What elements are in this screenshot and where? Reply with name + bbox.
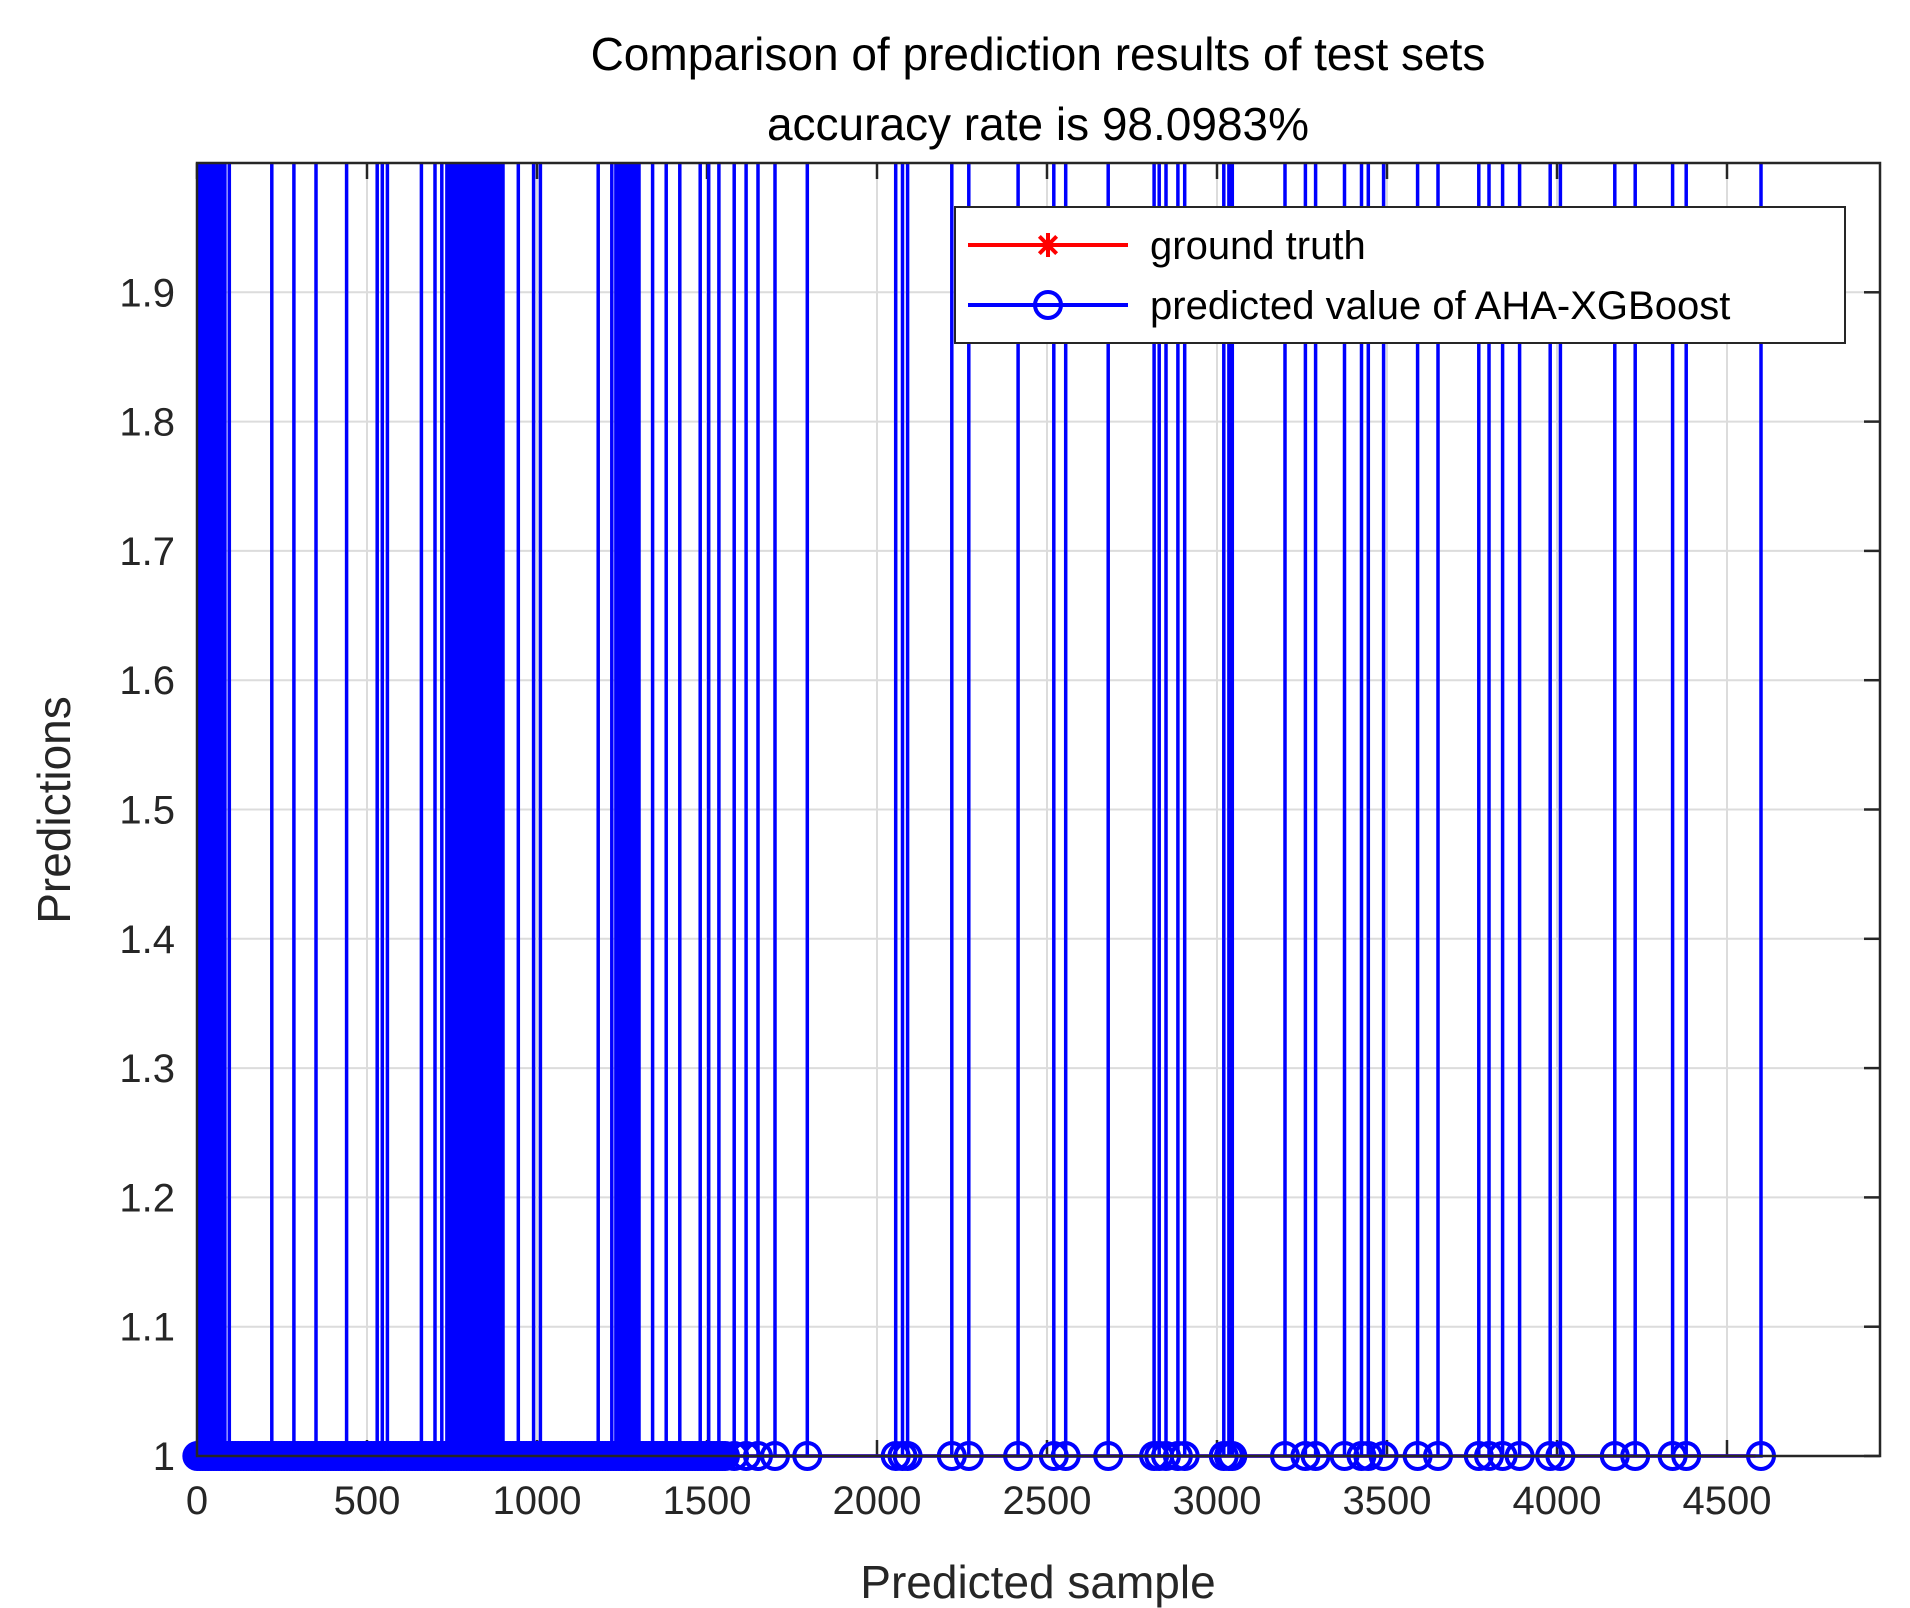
legend-label-ground-truth: ground truth — [1150, 224, 1366, 268]
y-tick-label: 1.4 — [119, 918, 175, 962]
x-tick-label: 500 — [334, 1479, 401, 1523]
chart-subtitle: accuracy rate is 98.0983% — [767, 98, 1309, 150]
x-tick-label: 2500 — [1003, 1479, 1092, 1523]
x-tick-label: 4000 — [1513, 1479, 1602, 1523]
y-tick-label: 1.9 — [119, 271, 175, 315]
legend-marker-predicted — [1033, 290, 1063, 320]
y-tick-label: 1.8 — [119, 401, 175, 445]
x-axis-label: Predicted sample — [860, 1556, 1215, 1608]
y-tick-label: 1 — [153, 1435, 175, 1479]
legend-asterisk-icon — [1036, 233, 1060, 257]
y-axis-label: Predictions — [28, 696, 80, 924]
x-tick-label: 1500 — [663, 1479, 752, 1523]
x-tick-label: 0 — [186, 1479, 208, 1523]
x-tick-label: 1000 — [493, 1479, 582, 1523]
y-tick-label: 1.2 — [119, 1176, 175, 1220]
plot-frame — [195, 161, 1882, 1458]
chart-title: Comparison of prediction results of test… — [591, 28, 1486, 80]
x-tick-labels: 0 500 1000 1500 2000 2500 3000 3500 4000 4500 — [186, 1479, 1772, 1523]
legend-circle-icon — [1033, 290, 1063, 320]
y-tick-label: 1.1 — [119, 1306, 175, 1350]
y-tick-label: 1.6 — [119, 659, 175, 703]
asterisk-stroke — [1037, 234, 1059, 256]
y-tick-labels: 1 1.1 1.2 1.3 1.4 1.5 1.6 1.7 1.8 1.9 — [119, 271, 175, 1479]
x-tick-label: 2000 — [833, 1479, 922, 1523]
legend: ground truth predicted value of AHA-XGBo… — [954, 206, 1846, 344]
legend-marker-ground-truth — [1036, 233, 1060, 257]
x-tick-label: 3000 — [1173, 1479, 1262, 1523]
grid-lines — [196, 163, 1880, 1457]
y-tick-label: 1.7 — [119, 530, 175, 574]
y-tick-label: 1.3 — [119, 1047, 175, 1091]
x-tick-label: 3500 — [1343, 1479, 1432, 1523]
x-tick-label: 4500 — [1683, 1479, 1772, 1523]
legend-box — [954, 206, 1846, 344]
legend-label-predicted: predicted value of AHA-XGBoost — [1150, 284, 1730, 328]
y-tick-label: 1.5 — [119, 789, 175, 833]
